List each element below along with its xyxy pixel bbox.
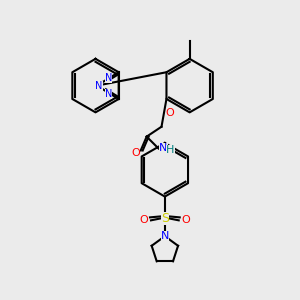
Text: N: N <box>105 73 112 82</box>
Text: O: O <box>166 108 174 118</box>
Text: N: N <box>161 231 169 241</box>
Text: N: N <box>105 88 112 99</box>
Text: N: N <box>159 142 168 152</box>
Text: N: N <box>95 81 103 91</box>
Text: O: O <box>181 215 190 225</box>
Text: O: O <box>140 215 148 225</box>
Text: S: S <box>161 212 169 225</box>
Text: H: H <box>166 146 175 155</box>
Text: O: O <box>131 148 140 158</box>
